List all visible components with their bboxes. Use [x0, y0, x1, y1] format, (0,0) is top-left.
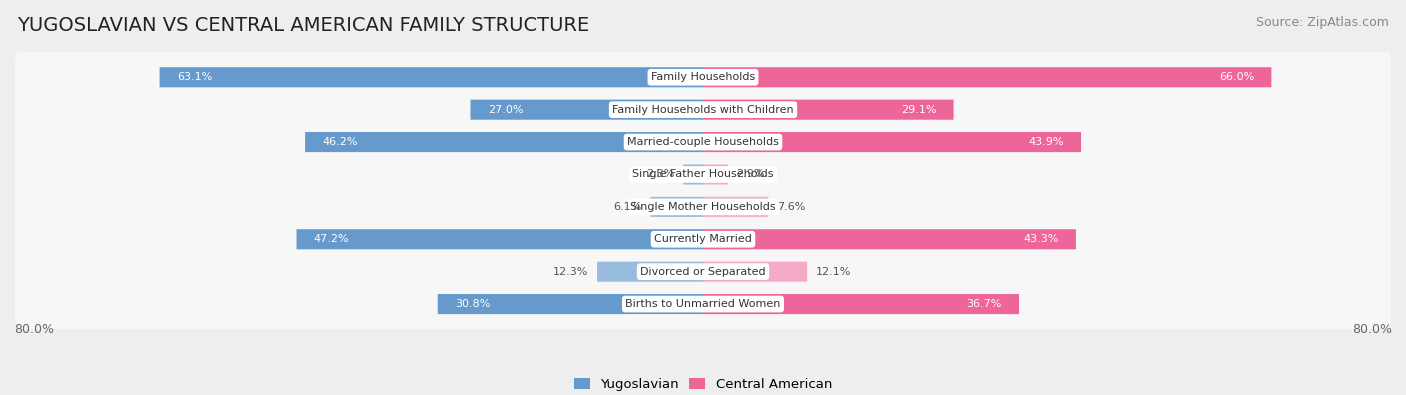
- Text: 7.6%: 7.6%: [778, 202, 806, 212]
- Text: 12.3%: 12.3%: [553, 267, 589, 276]
- Text: 36.7%: 36.7%: [966, 299, 1002, 309]
- Legend: Yugoslavian, Central American: Yugoslavian, Central American: [568, 373, 838, 395]
- Text: 80.0%: 80.0%: [14, 323, 53, 336]
- FancyBboxPatch shape: [703, 132, 1081, 152]
- Text: Currently Married: Currently Married: [654, 234, 752, 244]
- FancyBboxPatch shape: [15, 247, 1391, 297]
- FancyBboxPatch shape: [703, 294, 1019, 314]
- Text: Married-couple Households: Married-couple Households: [627, 137, 779, 147]
- Text: Single Father Households: Single Father Households: [633, 169, 773, 179]
- Text: YUGOSLAVIAN VS CENTRAL AMERICAN FAMILY STRUCTURE: YUGOSLAVIAN VS CENTRAL AMERICAN FAMILY S…: [17, 16, 589, 35]
- Text: 66.0%: 66.0%: [1219, 72, 1254, 82]
- FancyBboxPatch shape: [703, 197, 769, 217]
- FancyBboxPatch shape: [703, 164, 728, 184]
- Text: 43.3%: 43.3%: [1024, 234, 1059, 244]
- FancyBboxPatch shape: [15, 117, 1391, 167]
- FancyBboxPatch shape: [305, 132, 703, 152]
- Text: 12.1%: 12.1%: [815, 267, 851, 276]
- FancyBboxPatch shape: [703, 229, 1076, 249]
- Text: 80.0%: 80.0%: [1353, 323, 1392, 336]
- FancyBboxPatch shape: [598, 261, 703, 282]
- Text: 2.3%: 2.3%: [647, 169, 675, 179]
- FancyBboxPatch shape: [471, 100, 703, 120]
- Text: 47.2%: 47.2%: [314, 234, 349, 244]
- FancyBboxPatch shape: [297, 229, 703, 249]
- FancyBboxPatch shape: [15, 52, 1391, 102]
- Text: Family Households: Family Households: [651, 72, 755, 82]
- FancyBboxPatch shape: [683, 164, 703, 184]
- FancyBboxPatch shape: [15, 85, 1391, 135]
- Text: 6.1%: 6.1%: [613, 202, 643, 212]
- Text: Divorced or Separated: Divorced or Separated: [640, 267, 766, 276]
- FancyBboxPatch shape: [703, 67, 1271, 87]
- Text: Family Households with Children: Family Households with Children: [612, 105, 794, 115]
- Text: Single Mother Households: Single Mother Households: [630, 202, 776, 212]
- Text: Source: ZipAtlas.com: Source: ZipAtlas.com: [1256, 16, 1389, 29]
- Text: Births to Unmarried Women: Births to Unmarried Women: [626, 299, 780, 309]
- FancyBboxPatch shape: [15, 182, 1391, 232]
- FancyBboxPatch shape: [15, 214, 1391, 264]
- FancyBboxPatch shape: [437, 294, 703, 314]
- FancyBboxPatch shape: [651, 197, 703, 217]
- FancyBboxPatch shape: [15, 150, 1391, 199]
- Text: 46.2%: 46.2%: [322, 137, 359, 147]
- Text: 30.8%: 30.8%: [456, 299, 491, 309]
- Text: 27.0%: 27.0%: [488, 105, 523, 115]
- FancyBboxPatch shape: [15, 279, 1391, 329]
- Text: 29.1%: 29.1%: [901, 105, 936, 115]
- FancyBboxPatch shape: [703, 100, 953, 120]
- FancyBboxPatch shape: [703, 261, 807, 282]
- Text: 2.9%: 2.9%: [737, 169, 765, 179]
- FancyBboxPatch shape: [160, 67, 703, 87]
- Text: 63.1%: 63.1%: [177, 72, 212, 82]
- Text: 43.9%: 43.9%: [1028, 137, 1064, 147]
